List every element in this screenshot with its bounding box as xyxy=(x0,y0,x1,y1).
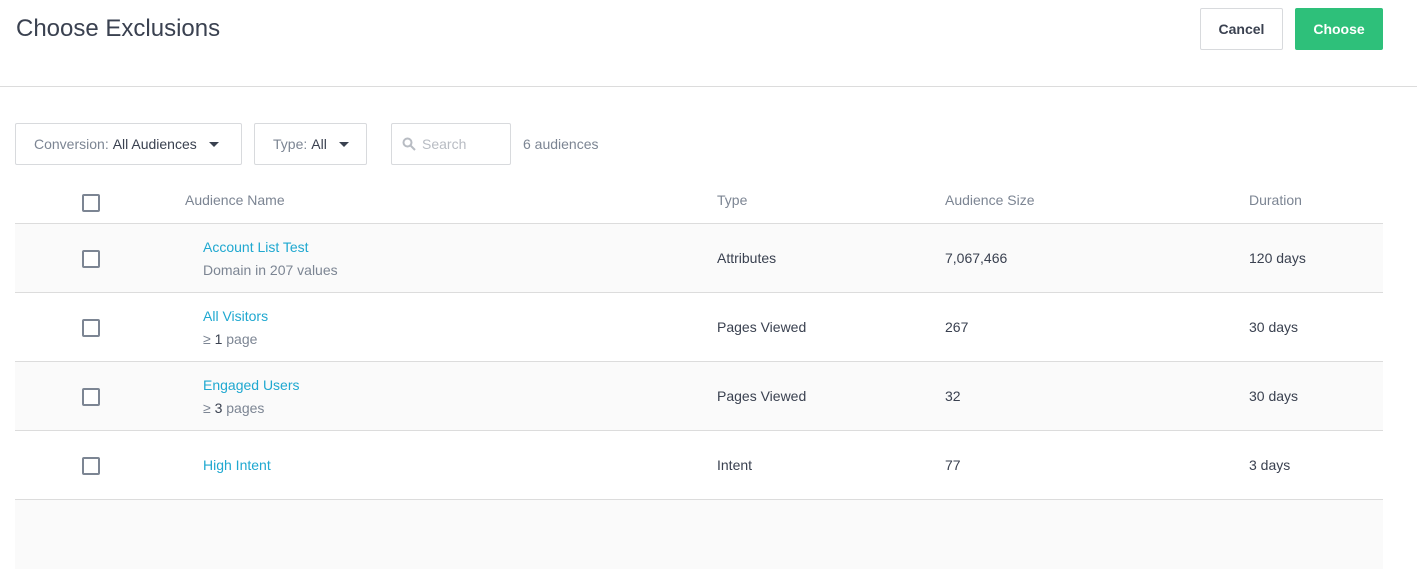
row-checkbox[interactable] xyxy=(82,250,100,268)
page-count: 1 xyxy=(214,331,223,347)
table-row[interactable] xyxy=(15,500,1383,569)
page-unit: pages xyxy=(226,400,265,416)
chevron-down-icon xyxy=(208,141,219,147)
audience-name-link[interactable]: High Intent xyxy=(203,457,271,473)
type-filter-label: Type: xyxy=(273,136,308,152)
table-row[interactable]: Engaged Users ≥ 3 pages Pages Viewed 32 … xyxy=(15,362,1383,431)
conversion-filter-dropdown[interactable]: Conversion: All Audiences xyxy=(15,123,242,165)
type-filter-value: All xyxy=(311,136,327,152)
audience-size: 7,067,466 xyxy=(945,250,1008,266)
audience-description: ≥ 1 page xyxy=(203,331,257,347)
audience-type: Pages Viewed xyxy=(717,319,807,335)
table-row[interactable]: Account List Test Domain in 207 values A… xyxy=(15,224,1383,293)
page-title: Choose Exclusions xyxy=(16,15,221,42)
audience-description: ≥ 3 pages xyxy=(203,400,264,416)
audience-name-link[interactable]: Engaged Users xyxy=(203,377,300,393)
column-header-size[interactable]: Audience Size xyxy=(945,192,1035,208)
gte-symbol: ≥ xyxy=(203,331,211,347)
audience-duration: 30 days xyxy=(1249,319,1299,335)
search-icon xyxy=(402,137,416,151)
search-placeholder: Search xyxy=(422,136,467,152)
audience-description: Domain in 207 values xyxy=(203,262,338,278)
row-checkbox[interactable] xyxy=(82,457,100,475)
type-filter-dropdown[interactable]: Type: All xyxy=(254,123,367,165)
page-count: 3 xyxy=(214,400,223,416)
audience-type: Pages Viewed xyxy=(717,388,807,404)
chevron-down-icon xyxy=(338,141,349,147)
conversion-filter-label: Conversion: xyxy=(34,136,109,152)
choose-button[interactable]: Choose xyxy=(1295,8,1383,50)
audience-size: 77 xyxy=(945,457,961,473)
audience-duration: 3 days xyxy=(1249,457,1291,473)
column-header-name[interactable]: Audience Name xyxy=(185,192,285,208)
cancel-button[interactable]: Cancel xyxy=(1200,8,1283,50)
audience-type: Attributes xyxy=(717,250,777,266)
audience-count: 6 audiences xyxy=(523,136,599,152)
audience-duration: 30 days xyxy=(1249,388,1299,404)
gte-symbol: ≥ xyxy=(203,400,211,416)
audience-size: 32 xyxy=(945,388,961,404)
audience-name-link[interactable]: All Visitors xyxy=(203,308,269,324)
select-all-checkbox[interactable] xyxy=(82,194,100,212)
table-row[interactable]: High Intent Intent 77 3 days xyxy=(15,431,1383,500)
audience-duration: 120 days xyxy=(1249,250,1306,266)
audience-name-link[interactable]: Account List Test xyxy=(203,239,309,255)
table-row[interactable]: All Visitors ≥ 1 page Pages Viewed 267 3… xyxy=(15,293,1383,362)
divider xyxy=(0,86,1417,87)
column-header-duration[interactable]: Duration xyxy=(1249,192,1302,208)
row-checkbox[interactable] xyxy=(82,388,100,406)
column-header-type[interactable]: Type xyxy=(717,192,748,208)
audience-type: Intent xyxy=(717,457,753,473)
audience-size: 267 xyxy=(945,319,969,335)
table-header: Audience Name Type Audience Size Duratio… xyxy=(15,180,1383,224)
page-unit: page xyxy=(226,331,258,347)
search-input[interactable]: Search xyxy=(391,123,511,165)
row-checkbox[interactable] xyxy=(82,319,100,337)
conversion-filter-value: All Audiences xyxy=(112,136,197,152)
